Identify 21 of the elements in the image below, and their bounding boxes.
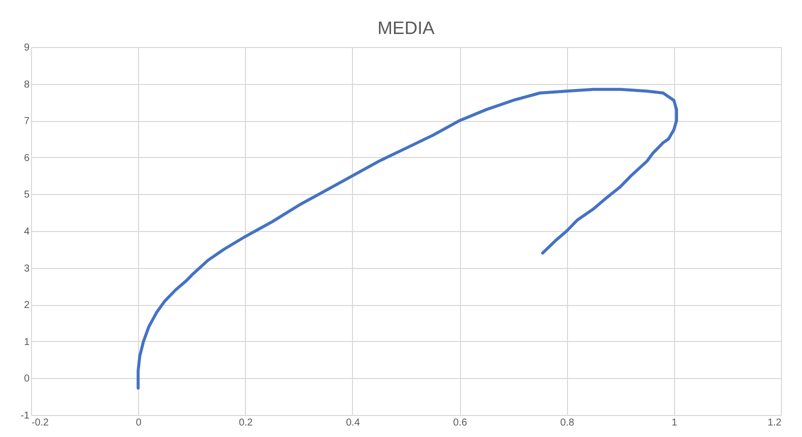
y-tick-label: 9 — [24, 42, 30, 54]
y-tick-label: 8 — [24, 79, 30, 90]
x-tick-label: 0.2 — [238, 418, 254, 428]
x-tick-label: -0.2 — [32, 418, 50, 428]
x-tick-label: 1.2 — [768, 418, 782, 428]
y-tick-label: 3 — [24, 263, 30, 274]
chart-title: MEDIA — [377, 18, 435, 38]
y-tick-label: 4 — [24, 226, 30, 238]
y-tick-label: 2 — [24, 300, 30, 312]
y-tick-label: 1 — [24, 336, 30, 348]
y-tick-label: 0 — [24, 374, 30, 385]
y-tick-label: 7 — [24, 116, 30, 128]
x-tick-label: 0 — [136, 418, 142, 428]
x-tick-label: 0.6 — [453, 418, 468, 428]
y-tick-label: 6 — [24, 152, 30, 164]
line-series — [136, 88, 678, 390]
x-tick-label: 0.8 — [560, 418, 575, 428]
x-tick-label: 1 — [672, 418, 678, 428]
x-tick-label: 0.4 — [346, 418, 360, 428]
y-tick-label: -1 — [20, 410, 30, 422]
y-tick-label: 5 — [24, 190, 30, 201]
